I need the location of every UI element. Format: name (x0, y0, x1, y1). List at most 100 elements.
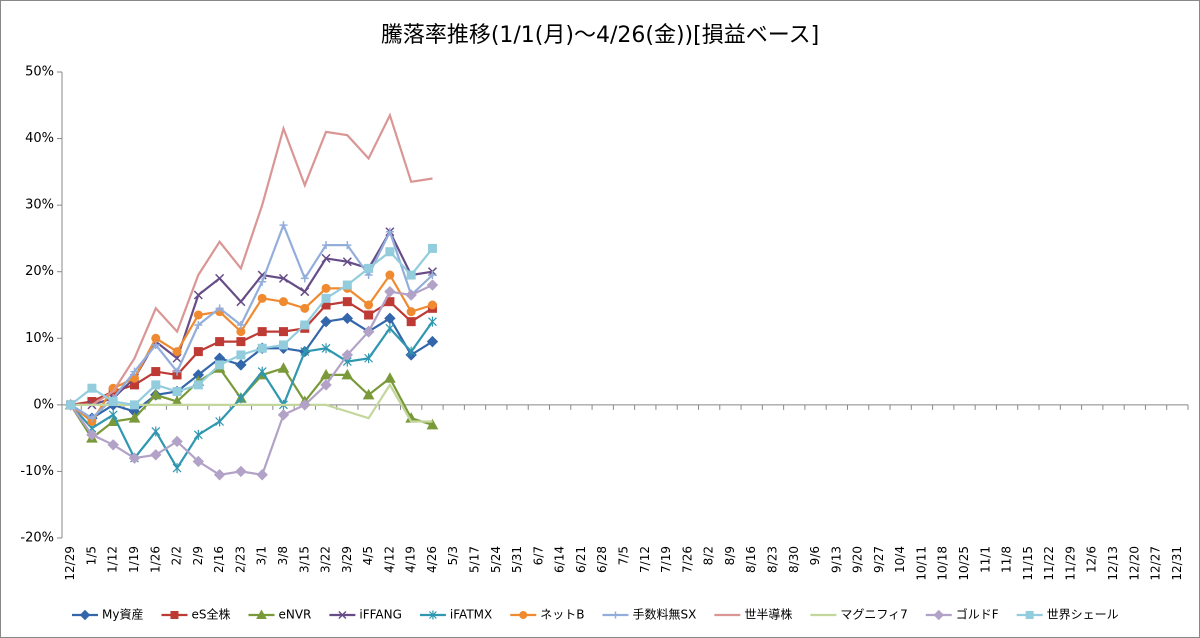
y-tick-label: 30% (25, 198, 54, 213)
marker (172, 463, 182, 474)
marker (193, 429, 203, 440)
x-tick-label: 4/5 (361, 546, 375, 565)
marker (256, 609, 267, 619)
marker (128, 452, 141, 464)
legend-item: eS全株 (161, 607, 230, 622)
marker (215, 304, 224, 313)
x-tick-label: 4/19 (404, 546, 418, 573)
marker (385, 323, 395, 334)
marker (427, 243, 437, 253)
marker (192, 455, 205, 468)
x-tick-label: 1/5 (84, 546, 98, 565)
marker (236, 320, 245, 329)
marker (236, 337, 246, 347)
marker (322, 241, 331, 250)
series-line (69, 284, 433, 477)
x-tick-label: 1/19 (127, 546, 141, 573)
x-tick-label: 6/7 (531, 546, 545, 565)
x-tick-label: 3/15 (297, 546, 311, 573)
series-line (69, 320, 434, 471)
x-tick-label: 1/26 (148, 546, 162, 573)
legend-label: 世界シェール (1047, 608, 1119, 622)
marker (108, 409, 118, 420)
marker (235, 465, 247, 478)
marker (338, 610, 347, 620)
marker (426, 279, 439, 291)
legend-item: iFATMX (419, 608, 492, 622)
marker (236, 350, 246, 360)
marker (151, 426, 161, 437)
marker (343, 241, 352, 250)
x-tick-label: 4/26 (425, 546, 439, 573)
x-tick-label: 10/4 (893, 546, 907, 573)
marker (406, 346, 416, 357)
x-tick-label: 11/8 (1000, 546, 1014, 573)
marker (170, 611, 179, 619)
marker (171, 435, 183, 448)
x-tick-label: 6/21 (574, 546, 588, 573)
marker (215, 360, 225, 370)
marker (66, 400, 76, 410)
marker (128, 412, 141, 423)
legend-label: iFATMX (450, 608, 492, 622)
x-tick-label: 2/23 (233, 546, 247, 573)
x-tick-label: 12/6 (1085, 546, 1099, 573)
marker (215, 337, 225, 347)
x-tick-label: 12/20 (1127, 546, 1141, 581)
marker (519, 611, 528, 619)
x-tick-label: 8/9 (723, 546, 737, 565)
x-tick-label: 3/22 (319, 546, 333, 573)
marker (342, 257, 352, 267)
marker (86, 429, 98, 441)
x-tick-label: 11/29 (1063, 546, 1077, 581)
y-tick-label: 0% (33, 397, 54, 412)
legend-item: iFFANG (329, 608, 402, 622)
x-tick-label: 11/22 (1042, 546, 1056, 581)
y-tick-label: 50% (25, 65, 54, 80)
marker (215, 273, 225, 283)
marker (150, 449, 162, 461)
legend-item: ゴルドF (925, 607, 999, 622)
x-tick-label: 12/29 (63, 546, 77, 581)
marker (321, 293, 331, 303)
y-tick-label: -20% (20, 531, 54, 546)
marker (300, 303, 310, 313)
marker (257, 327, 267, 337)
legend-label: eNVR (278, 608, 311, 622)
x-tick-label: 7/19 (659, 546, 673, 573)
marker (215, 416, 225, 427)
marker (193, 347, 203, 357)
marker (87, 383, 97, 393)
y-tick-label: -10% (20, 464, 54, 479)
marker (278, 297, 288, 307)
marker (385, 227, 394, 236)
marker (108, 397, 118, 407)
marker (256, 469, 268, 481)
marker (321, 343, 331, 354)
marker (257, 366, 267, 377)
marker (428, 271, 437, 280)
x-tick-label: 8/2 (702, 546, 716, 565)
x-tick-label: 9/20 (851, 546, 865, 573)
marker (406, 270, 416, 280)
x-tick-label: 9/6 (808, 546, 822, 565)
marker (149, 388, 162, 400)
marker (236, 297, 246, 307)
x-tick-label: 5/24 (489, 546, 503, 573)
x-tick-label: 3/29 (340, 546, 354, 573)
marker (151, 367, 161, 377)
x-tick-label: 9/27 (872, 546, 886, 573)
marker (342, 297, 352, 307)
x-tick-label: 10/11 (914, 546, 928, 581)
marker (213, 469, 226, 481)
marker (300, 346, 310, 357)
marker (299, 399, 311, 411)
marker (428, 316, 437, 327)
x-tick-label: 7/12 (638, 546, 652, 573)
x-tick-label: 7/26 (680, 546, 694, 573)
marker (384, 285, 396, 298)
x-tick-label: 10/18 (936, 546, 950, 581)
marker (427, 300, 437, 310)
marker (428, 610, 437, 620)
